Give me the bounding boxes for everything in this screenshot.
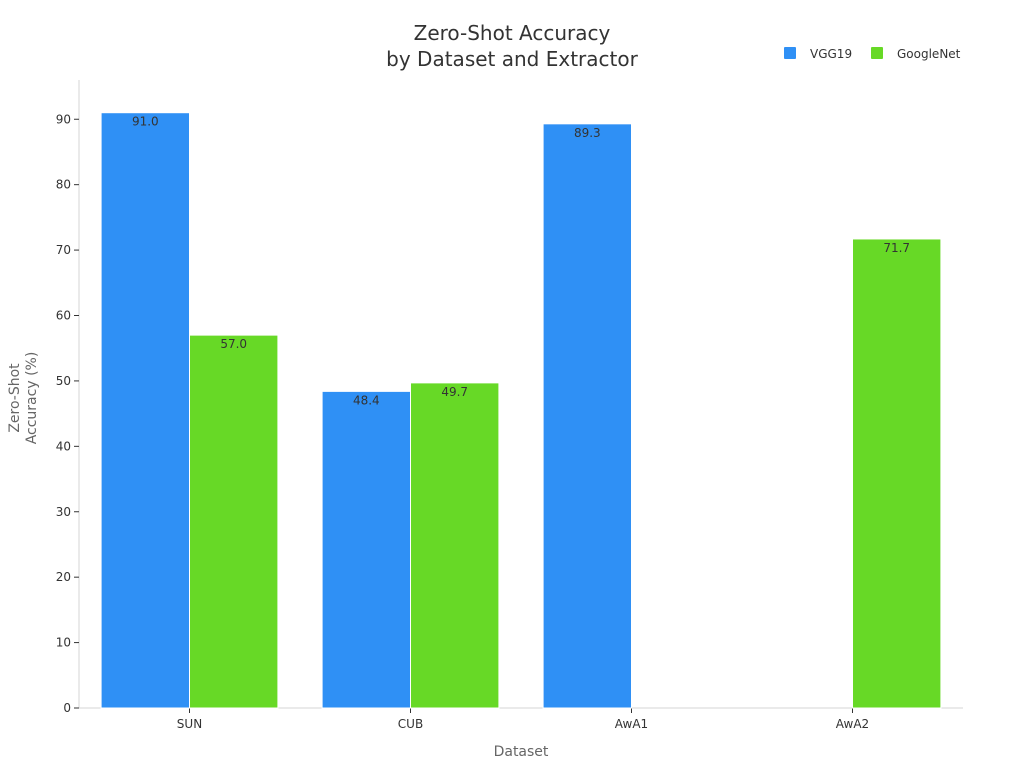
x-axis-label: Dataset <box>494 744 549 760</box>
y-axis-label: Zero-Shot Accuracy (%) <box>7 352 40 445</box>
bar-googlenet-awa2 <box>852 238 942 709</box>
legend-swatch-googlenet <box>871 47 883 59</box>
legend: VGG19 GoogleNet <box>784 47 961 61</box>
x-tick-label-cub: CUB <box>398 717 423 731</box>
y-tick-label-50: 50 <box>56 374 71 388</box>
y-tick-label-0: 0 <box>63 701 71 715</box>
bar-googlenet-sun <box>189 334 279 709</box>
bar-googlenet-cub <box>410 382 500 709</box>
data-label-vgg19-cub: 48.4 <box>353 393 380 407</box>
y-tick-label-90: 90 <box>56 112 71 126</box>
x-tick-label-awa2: AwA2 <box>836 717 869 731</box>
chart-title-line-2: by Dataset and Extractor <box>386 47 638 71</box>
x-tick-label-sun: SUN <box>177 717 202 731</box>
y-tick-label-20: 20 <box>56 570 71 584</box>
data-label-vgg19-sun: 91.0 <box>132 115 159 129</box>
data-label-googlenet-awa2: 71.7 <box>883 241 910 255</box>
chart-title-line-1: Zero-Shot Accuracy <box>414 21 611 45</box>
data-label-vgg19-awa1: 89.3 <box>574 126 601 140</box>
y-axis-label-line-2: Accuracy (%) <box>24 352 40 445</box>
legend-label-vgg19: VGG19 <box>810 47 852 61</box>
y-tick-label-10: 10 <box>56 636 71 650</box>
bar-vgg19-awa1 <box>542 123 632 709</box>
y-axis-label-line-1: Zero-Shot <box>7 363 23 433</box>
y-tick-label-70: 70 <box>56 243 71 257</box>
plot-area: 0 10 20 30 40 50 60 70 80 90 SUN CUB AwA1 AwA2 91.0 48.… <box>56 80 963 731</box>
y-tick-label-60: 60 <box>56 309 71 323</box>
data-label-googlenet-cub: 49.7 <box>441 385 468 399</box>
y-tick-label-30: 30 <box>56 505 71 519</box>
y-tick-label-80: 80 <box>56 178 71 192</box>
bar-vgg19-sun <box>100 112 190 709</box>
data-label-googlenet-sun: 57.0 <box>220 337 247 351</box>
legend-label-googlenet: GoogleNet <box>897 47 961 61</box>
x-tick-label-awa1: AwA1 <box>615 717 648 731</box>
legend-swatch-vgg19 <box>784 47 796 59</box>
y-tick-label-40: 40 <box>56 439 71 453</box>
bar-vgg19-cub <box>321 390 412 709</box>
